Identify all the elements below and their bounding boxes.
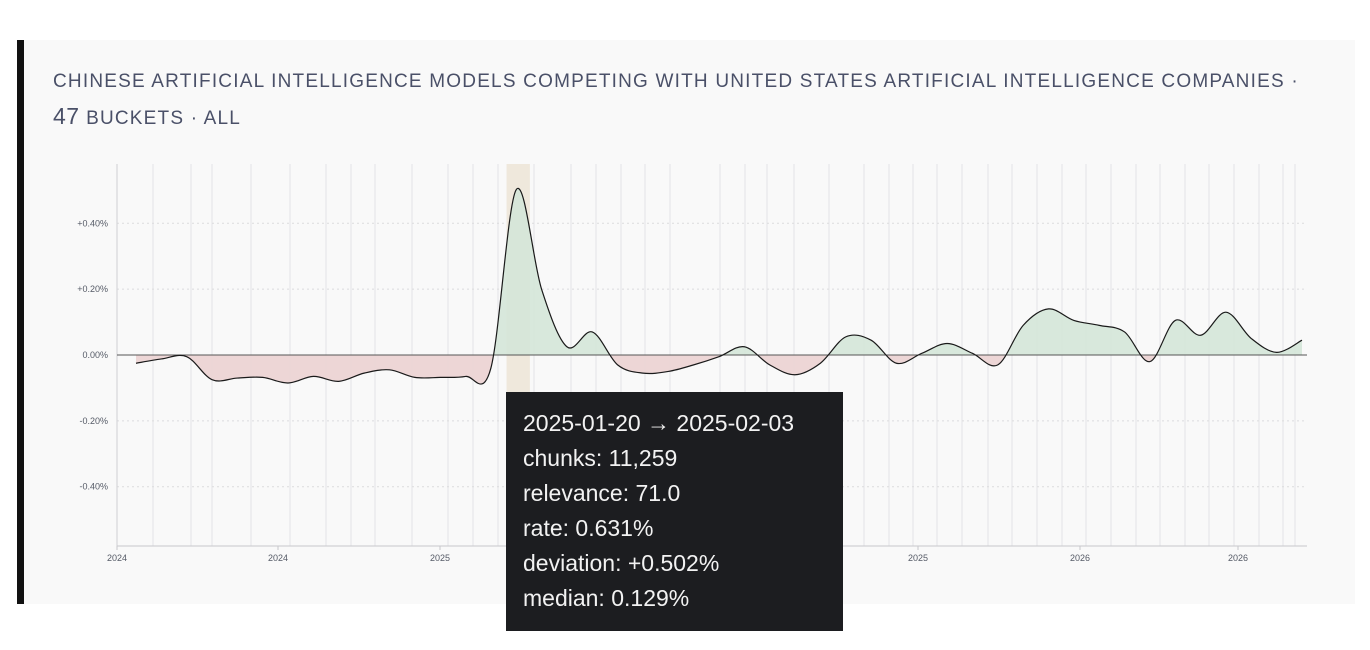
negative-area <box>136 355 1302 384</box>
y-tick-label: +0.20% <box>77 284 108 294</box>
data-point[interactable] <box>386 367 392 373</box>
data-point[interactable] <box>488 365 494 371</box>
data-point[interactable] <box>1198 332 1204 338</box>
x-tick-label: 2024 <box>107 553 127 563</box>
data-point[interactable] <box>817 360 823 366</box>
data-point[interactable] <box>184 354 190 360</box>
x-tick-label: 2026 <box>1228 553 1248 563</box>
y-tick-label: -0.40% <box>79 482 108 492</box>
data-point[interactable] <box>310 373 316 379</box>
y-tick-label: 0.00% <box>82 350 108 360</box>
data-point[interactable] <box>1223 309 1229 315</box>
data-point[interactable] <box>158 356 164 362</box>
data-point[interactable] <box>893 360 899 366</box>
data-point[interactable] <box>1274 349 1280 355</box>
tooltip-range: 2025-01-20 → 2025-02-03 <box>523 410 795 436</box>
data-point[interactable] <box>361 370 367 376</box>
scope-label: all <box>203 108 242 129</box>
data-point[interactable] <box>1172 317 1178 323</box>
series-line <box>135 187 1303 385</box>
data-point[interactable] <box>260 374 266 380</box>
data-point[interactable] <box>640 370 646 376</box>
chart-title: Chinese artificial intelligence models c… <box>53 64 1323 136</box>
data-point[interactable] <box>944 340 950 346</box>
tooltip-deviation: deviation: +0.502% <box>523 550 720 576</box>
data-point[interactable] <box>1248 336 1254 342</box>
data-point[interactable] <box>589 329 595 335</box>
y-tick-label: -0.20% <box>79 416 108 426</box>
data-point[interactable] <box>513 187 519 193</box>
data-point[interactable] <box>1071 317 1077 323</box>
data-point[interactable] <box>1096 322 1102 328</box>
y-tick-label: +0.40% <box>77 218 108 228</box>
data-point[interactable] <box>437 374 443 380</box>
data-point[interactable] <box>564 344 570 350</box>
data-point[interactable] <box>539 286 545 292</box>
title-topic: Chinese artificial intelligence models c… <box>53 71 1285 92</box>
positive-area <box>136 188 1302 355</box>
data-point[interactable] <box>1046 306 1052 312</box>
data-point[interactable] <box>1147 359 1153 365</box>
tooltip-rate: rate: 0.631% <box>523 515 654 541</box>
data-point[interactable] <box>336 378 342 384</box>
data-point[interactable] <box>234 375 240 381</box>
tooltip: 2025-01-20 → 2025-02-03 chunks: 11,259 r… <box>506 392 843 631</box>
data-point[interactable] <box>843 334 849 340</box>
tooltip-median: median: 0.129% <box>523 585 690 611</box>
data-point[interactable] <box>716 354 722 360</box>
x-tick-label: 2026 <box>1070 553 1090 563</box>
data-point[interactable] <box>1122 329 1128 335</box>
data-point[interactable] <box>868 337 874 343</box>
data-point[interactable] <box>1020 322 1026 328</box>
data-point[interactable] <box>1299 337 1305 343</box>
data-point[interactable] <box>665 368 671 374</box>
x-tick-label: 2025 <box>908 553 928 563</box>
data-point[interactable] <box>463 373 469 379</box>
x-tick-label: 2025 <box>430 553 450 563</box>
tooltip-chunks: chunks: 11,259 <box>523 445 678 471</box>
data-point[interactable] <box>919 350 925 356</box>
tooltip-relevance: relevance: 71.0 <box>523 480 681 506</box>
data-point[interactable] <box>969 350 975 356</box>
data-point[interactable] <box>792 372 798 378</box>
title-separator-2: · <box>190 108 199 129</box>
data-point[interactable] <box>767 362 773 368</box>
data-point[interactable] <box>691 362 697 368</box>
data-point[interactable] <box>995 362 1001 368</box>
data-point[interactable] <box>285 380 291 386</box>
data-point[interactable] <box>412 374 418 380</box>
data-point[interactable] <box>741 344 747 350</box>
title-separator: · <box>1291 71 1299 92</box>
data-point[interactable] <box>209 377 215 383</box>
data-point[interactable] <box>615 362 621 368</box>
data-point[interactable] <box>133 360 139 366</box>
bucket-label: buckets <box>86 108 185 129</box>
x-tick-label: 2024 <box>268 553 288 563</box>
bucket-count: 47 <box>53 103 80 129</box>
